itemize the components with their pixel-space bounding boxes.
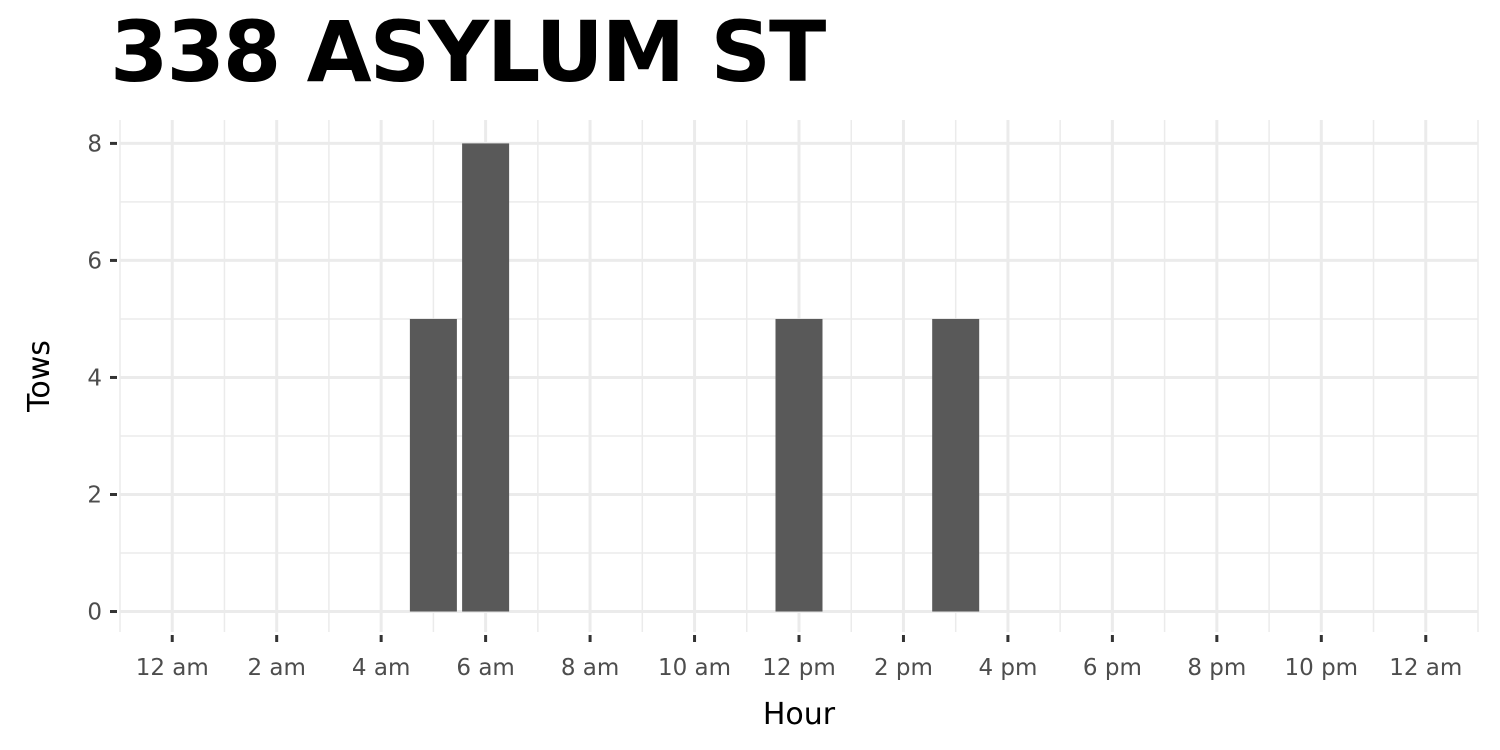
y-tick-label: 2 bbox=[87, 482, 102, 508]
x-tick-label: 8 am bbox=[561, 655, 619, 681]
x-tick-label: 4 am bbox=[352, 655, 410, 681]
bar-12h bbox=[775, 318, 823, 612]
x-tick-label: 2 am bbox=[247, 655, 305, 681]
y-axis: 0 2 4 6 8 bbox=[87, 131, 117, 626]
x-tick-label: 10 am bbox=[658, 655, 731, 681]
x-tick-label: 10 pm bbox=[1285, 655, 1359, 681]
y-axis-title: Tows bbox=[22, 340, 57, 413]
y-tick-label: 6 bbox=[87, 248, 102, 274]
x-tick-label: 6 am bbox=[456, 655, 514, 681]
x-tick-label: 6 pm bbox=[1083, 655, 1142, 681]
chart-title: 338 ASYLUM ST bbox=[110, 3, 826, 101]
x-tick-label: 12 am bbox=[136, 655, 209, 681]
bars bbox=[409, 143, 980, 612]
bar-5h bbox=[409, 318, 457, 612]
x-axis: 12 am 2 am 4 am 6 am 8 am 10 am 12 pm 2 pm 4 pm 6… bbox=[136, 635, 1462, 681]
y-tick-label: 0 bbox=[87, 600, 102, 626]
bar-6h bbox=[462, 143, 510, 612]
y-tick-label: 8 bbox=[87, 131, 102, 157]
bar-15h bbox=[932, 318, 980, 612]
x-tick-label: 2 pm bbox=[874, 655, 933, 681]
y-tick-label: 4 bbox=[87, 365, 102, 391]
x-axis-title: Hour bbox=[763, 697, 836, 732]
x-tick-label: 12 am bbox=[1389, 655, 1462, 681]
x-tick-label: 4 pm bbox=[978, 655, 1037, 681]
x-tick-label: 12 pm bbox=[762, 655, 836, 681]
x-tick-label: 8 pm bbox=[1187, 655, 1246, 681]
